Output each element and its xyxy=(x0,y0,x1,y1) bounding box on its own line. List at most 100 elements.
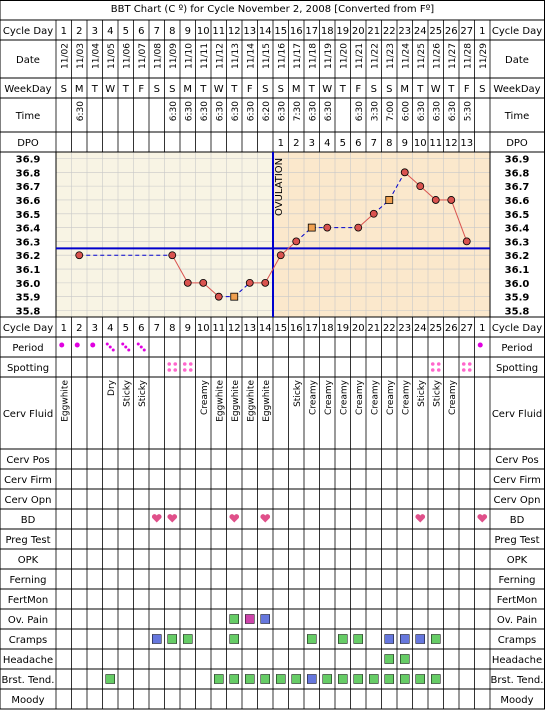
row-label-right-cerv_pos: Cerv Pos xyxy=(495,455,538,466)
time-value: 6:30 xyxy=(324,101,334,121)
weekday-value: M xyxy=(292,84,301,95)
spotting-marker xyxy=(467,362,472,366)
weekday-value: M xyxy=(75,84,84,95)
y-tick-right: 36.3 xyxy=(505,237,530,248)
time-value: 6:30 xyxy=(355,101,365,121)
row-label-bd: BD xyxy=(21,515,36,526)
brst-tend-marker xyxy=(322,674,332,684)
dpo-value: 13 xyxy=(460,138,473,149)
time-value: 6:30 xyxy=(200,101,210,121)
date-value: 11/29 xyxy=(479,43,489,69)
temp-point xyxy=(245,278,254,287)
dpo-value: 3 xyxy=(309,138,315,149)
weekday-value: S xyxy=(169,84,175,95)
ov-pain-marker xyxy=(245,614,255,624)
cerv-fluid-value: Creamy xyxy=(339,379,349,415)
temp-point xyxy=(400,168,409,177)
dpo-value: 2 xyxy=(293,138,299,149)
row-label-right-preg_test: Preg Test xyxy=(494,535,539,546)
date-value: 11/19 xyxy=(324,43,334,69)
y-tick-left: 36.6 xyxy=(16,196,41,207)
row-label-right-cycle_day: Cycle Day xyxy=(492,26,542,37)
cerv-fluid-value: Creamy xyxy=(308,379,318,415)
cycle_day-value: 3 xyxy=(92,26,98,37)
cerv-fluid-value: Creamy xyxy=(401,379,411,415)
dpo-value: 8 xyxy=(386,138,392,149)
time-value: 6:30 xyxy=(308,101,318,121)
row-label-right-brst_tend: Brst. Tend. xyxy=(491,675,544,686)
temp-point xyxy=(214,292,223,301)
ovulation-label: OVULATION xyxy=(274,158,285,216)
row-label-right-cramps: Cramps xyxy=(498,635,537,646)
time-value: 6:30 xyxy=(448,101,458,121)
spotting-marker xyxy=(461,368,466,372)
row-label-cerv_opn: Cerv Opn xyxy=(5,495,52,506)
y-tick-right: 36.8 xyxy=(505,168,530,179)
temp-point xyxy=(276,251,285,260)
weekday-value: T xyxy=(447,84,455,95)
weekday-value: S xyxy=(262,84,268,95)
date-value: 11/06 xyxy=(122,43,132,69)
cycle_day-value: 21 xyxy=(367,26,380,37)
cycle_day-value: 24 xyxy=(414,26,427,37)
row-label-date: Date xyxy=(16,55,40,66)
row-label-period: Period xyxy=(12,343,43,354)
temp-point-excluded xyxy=(307,223,316,232)
dpo-value: 9 xyxy=(402,138,408,149)
temp-point xyxy=(323,223,332,232)
y-tick-left: 36.0 xyxy=(16,279,41,290)
row-label-right-cycle_day: Cycle Day xyxy=(492,323,542,334)
brst-tend-marker xyxy=(307,674,317,684)
brst-tend-marker xyxy=(105,674,115,684)
brst-tend-marker xyxy=(431,674,441,684)
row-label-cerv_firm: Cerv Firm xyxy=(4,475,52,486)
brst-tend-marker xyxy=(276,674,286,684)
date-value: 11/25 xyxy=(417,43,427,69)
cycle_day-value: 6 xyxy=(138,26,144,37)
date-value: 11/14 xyxy=(246,43,256,69)
date-value: 11/28 xyxy=(463,43,473,69)
brst-tend-marker xyxy=(400,674,410,684)
cerv-fluid-value: Creamy xyxy=(448,379,458,415)
cycle-day-lower-value: 5 xyxy=(123,323,129,334)
cycle_day-value: 7 xyxy=(154,26,160,37)
cycle-day-lower-value: 26 xyxy=(445,323,458,334)
brst-tend-marker xyxy=(245,674,255,684)
cycle-day-lower-value: 22 xyxy=(383,323,396,334)
dpo-value: 7 xyxy=(371,138,377,149)
cycle_day-value: 25 xyxy=(429,26,442,37)
weekday-value: S xyxy=(479,84,485,95)
cycle-day-lower-value: 1 xyxy=(61,323,67,334)
cerv-fluid-value: Sticky xyxy=(138,379,148,407)
row-label-fertmon: FertMon xyxy=(8,595,48,606)
dpo-value: 5 xyxy=(340,138,346,149)
date-value: 11/08 xyxy=(153,43,163,69)
cerv-fluid-value: Creamy xyxy=(370,379,380,415)
cramps-marker xyxy=(183,634,193,644)
spotting-marker xyxy=(188,368,193,372)
cycle_day-value: 1 xyxy=(61,26,67,37)
cycle_day-value: 22 xyxy=(383,26,396,37)
temp-point xyxy=(462,237,471,246)
weekday-value: F xyxy=(247,84,253,95)
cycle-day-lower-value: 24 xyxy=(414,323,427,334)
spotting-marker xyxy=(167,368,172,372)
time-value: 6:20 xyxy=(262,101,272,121)
temp-point xyxy=(199,278,208,287)
dpo-value: 4 xyxy=(324,138,330,149)
date-value: 11/13 xyxy=(231,43,241,69)
temp-line-segment xyxy=(388,172,406,201)
ov-pain-marker xyxy=(260,614,270,624)
y-tick-right: 36.0 xyxy=(505,279,530,290)
cycle-day-lower-value: 15 xyxy=(274,323,287,334)
date-value: 11/04 xyxy=(91,43,101,69)
cramps-marker xyxy=(353,634,363,644)
cycle-day-lower-value: 19 xyxy=(336,323,349,334)
y-tick-right: 36.5 xyxy=(505,210,530,221)
spotting-marker xyxy=(173,362,178,366)
temp-point xyxy=(369,209,378,218)
row-label-dpo: DPO xyxy=(17,138,39,149)
weekday-value: S xyxy=(278,84,284,95)
cycle-day-lower-value: 8 xyxy=(169,323,175,334)
